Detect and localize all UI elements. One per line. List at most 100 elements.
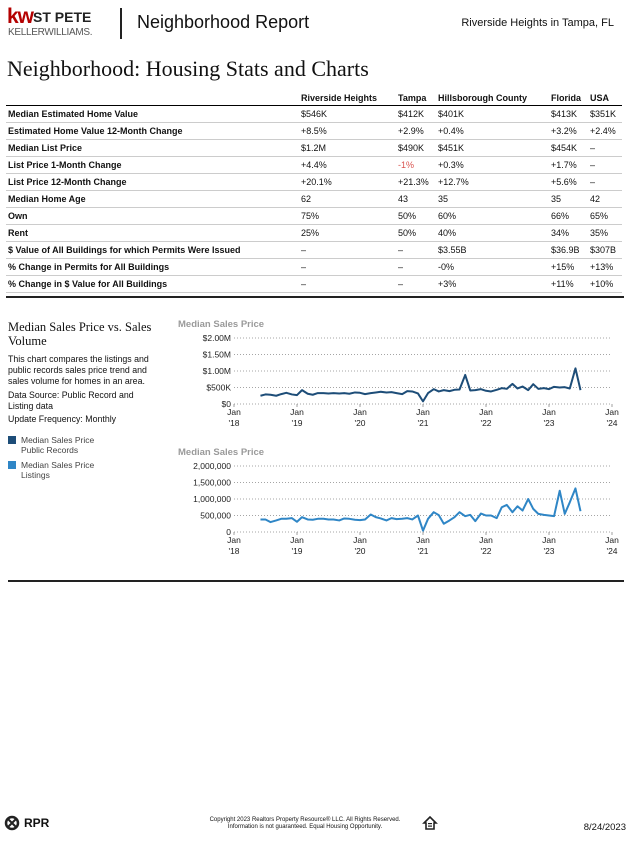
table-row: Median Estimated Home Value $546K $412K $40… <box>6 105 622 123</box>
legend-item: Median Sales Price Listings <box>8 460 103 480</box>
label-cell: $ Value of All Buildings for which Permi… <box>6 241 299 259</box>
y-tick-label: 2,000,000 <box>193 461 231 471</box>
x-tick-label-line: '18 <box>228 546 239 556</box>
value-cell: +12.7% <box>436 173 549 191</box>
value-cell: +15% <box>549 258 588 276</box>
x-tick-label-line: Jan <box>353 535 367 545</box>
table-row: Median List Price $1.2M $490K $451K $454K – <box>6 139 622 157</box>
value-cell: – <box>396 241 436 259</box>
value-cell: $413K <box>549 105 588 123</box>
table-row: Own 75% 50% 60% 66% 65% <box>6 207 622 225</box>
y-tick-label: 1,000,000 <box>193 494 231 504</box>
value-cell: 35 <box>436 190 549 208</box>
value-cell: 35 <box>549 190 588 208</box>
side-frequency: Update Frequency: Monthly <box>8 414 117 424</box>
header-cell: Tampa <box>396 90 436 106</box>
header-cell: USA <box>588 90 622 106</box>
y-tick-label: $1.50M <box>203 350 231 360</box>
report-title: Neighborhood Report <box>137 12 310 32</box>
x-tick-label-line: '23 <box>543 418 554 428</box>
value-cell: – <box>396 275 436 293</box>
x-tick-label: Jan '20 <box>353 535 367 556</box>
x-tick-label-line: Jan <box>542 407 556 417</box>
divider <box>6 296 624 298</box>
table-row: $ Value of All Buildings for which Permi… <box>6 241 622 259</box>
table-row: Median Home Age 62 43 35 35 42 <box>6 190 622 208</box>
x-tick-label: Jan '21 <box>416 407 430 428</box>
disclaimer: Information is not guaranteed. Equal Hou… <box>227 824 383 830</box>
value-cell: -1% <box>396 156 436 174</box>
label-cell: % Change in Permits for All Buildings <box>6 258 299 276</box>
value-cell: +20.1% <box>299 173 396 191</box>
equal-housing-icon <box>422 816 438 830</box>
value-cell: 43 <box>396 190 436 208</box>
x-tick-label-line: Jan <box>290 407 304 417</box>
x-tick-label-line: Jan <box>479 407 493 417</box>
value-cell: $454K <box>549 139 588 157</box>
logo-office: ST PETE <box>33 9 92 25</box>
series-line <box>260 487 582 532</box>
x-tick-label-line: '19 <box>291 418 302 428</box>
value-cell: +21.3% <box>396 173 436 191</box>
side-source: Data Source: Public Record and Listing d… <box>8 390 134 411</box>
x-tick-label-line: '22 <box>480 418 491 428</box>
label-cell: Median List Price <box>6 139 299 157</box>
value-cell: – <box>588 173 622 191</box>
legend-label: Median Sales Price Listings <box>21 460 95 480</box>
value-cell: 65% <box>588 207 622 225</box>
value-cell: – <box>299 275 396 293</box>
label-cell: Rent <box>6 224 299 242</box>
y-tick-label: $0 <box>222 399 232 409</box>
header-cell <box>6 90 299 106</box>
y-tick-label: $1.00M <box>203 366 231 376</box>
x-tick-label-line: '23 <box>543 546 554 556</box>
table-row: % Change in Permits for All Buildings – – -… <box>6 258 622 276</box>
divider <box>8 580 624 582</box>
stats-table: Riverside Heights Tampa Hillsborough Count… <box>6 90 622 293</box>
x-tick-label-line: '19 <box>291 546 302 556</box>
value-cell: 50% <box>396 207 436 225</box>
x-tick-label: Jan '19 <box>290 407 304 428</box>
table-header: Riverside Heights Tampa Hillsborough Count… <box>6 90 622 106</box>
table-row: List Price 12-Month Change +20.1% +21.3% +1… <box>6 173 622 191</box>
x-tick-label-line: '21 <box>417 546 428 556</box>
legend-swatch <box>8 436 16 444</box>
value-cell: +3% <box>436 275 549 293</box>
value-cell: -0% <box>436 258 549 276</box>
footer-copyright: Copyright 2023 Realtors Property Resourc… <box>160 817 450 831</box>
x-tick-label-line: '20 <box>354 546 365 556</box>
x-tick-label-line: Jan <box>227 535 241 545</box>
chart-title: Median Sales Price <box>178 447 264 458</box>
value-cell: 35% <box>588 224 622 242</box>
footer-date: 8/24/2023 <box>583 822 626 833</box>
label-cell: Median Home Age <box>6 190 299 208</box>
value-cell: +3.2% <box>549 122 588 140</box>
value-cell: – <box>588 156 622 174</box>
x-tick-label: Jan '21 <box>416 535 430 556</box>
x-tick-label-line: '24 <box>606 546 617 556</box>
x-tick-label-line: '18 <box>228 418 239 428</box>
x-tick-label: Jan '23 <box>542 407 556 428</box>
side-description: This chart compares the listings and pub… <box>8 354 149 386</box>
table-row: Estimated Home Value 12-Month Change +8.5… <box>6 122 622 140</box>
value-cell: $546K <box>299 105 396 123</box>
value-cell: +10% <box>588 275 622 293</box>
value-cell: 42 <box>588 190 622 208</box>
value-cell: $401K <box>436 105 549 123</box>
logo-kw: kw <box>7 5 34 28</box>
legend-item: Median Sales Price Public Records <box>8 435 103 455</box>
y-tick-label: 500,000 <box>200 511 231 521</box>
x-tick-label-line: Jan <box>353 407 367 417</box>
value-cell: +13% <box>588 258 622 276</box>
x-tick-label-line: '22 <box>480 546 491 556</box>
x-tick-label: Jan '24 <box>605 535 619 556</box>
x-tick-label: Jan '19 <box>290 535 304 556</box>
x-tick-label-line: Jan <box>479 535 493 545</box>
value-cell: +2.9% <box>396 122 436 140</box>
label-cell: Median Estimated Home Value <box>6 105 299 123</box>
chart-title: Median Sales Price <box>178 319 264 330</box>
value-cell: +11% <box>549 275 588 293</box>
label-cell: % Change in $ Value for All Buildings <box>6 275 299 293</box>
value-cell: 34% <box>549 224 588 242</box>
rpr-icon <box>4 815 20 831</box>
